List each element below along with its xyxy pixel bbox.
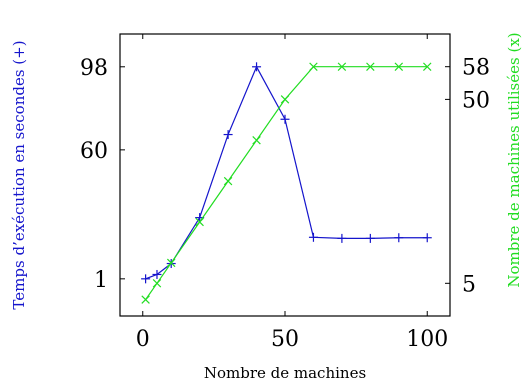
right-tick-label: 5 [462,272,476,297]
left-axis-label: Temps d’exécution en secondes (+) [10,40,28,309]
data-point-right [152,279,162,288]
data-point-left [280,114,290,124]
data-point-right [394,62,404,71]
data-point-left [422,233,432,243]
data-point-right [195,217,204,227]
left-tick-label: 60 [80,139,108,164]
data-point-right [366,62,375,71]
plot-frame [119,33,451,317]
data-point-left [337,233,347,243]
right-tick-label: 50 [462,88,490,113]
x-tick-label: 0 [136,327,150,352]
x-tick-label: 50 [271,327,299,352]
left-tick-label: 1 [94,268,108,293]
data-point-right [166,258,176,268]
data-point-left [152,269,162,279]
right-tick-label: 58 [462,56,490,81]
data-point-right [309,62,318,71]
x-tick-label: 100 [406,327,448,352]
x-axis-ticks: 0 50 100 [136,34,448,352]
data-point-left [394,233,404,243]
data-point-left [308,232,318,242]
right-axis-label: Nombre de machines utilisées (x) [505,32,523,287]
data-point-right [337,62,347,71]
data-point-right [252,136,261,145]
data-point-left [252,62,262,72]
data-point-right [223,176,233,186]
right-axis-ticks: 5 50 58 [445,56,490,297]
data-point-left [365,233,375,243]
series-line-right [145,66,428,300]
data-point-right [422,62,432,71]
x-axis-label: Nombre de machines [204,364,366,382]
left-axis-ticks: 1 60 98 [80,56,125,293]
left-tick-label: 98 [80,56,108,81]
data-point-right [280,95,290,104]
series-layer [141,62,432,304]
data-point-left [223,130,233,140]
data-point-left [141,274,151,284]
data-point-right [141,295,150,304]
